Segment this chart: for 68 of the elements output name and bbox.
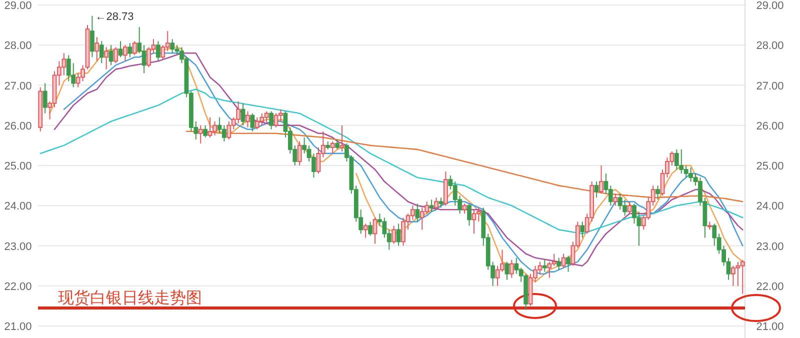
y-tick-label: 22.00 [4,280,32,293]
y2-tick-label: 26.00 [756,120,784,132]
candlestick [561,253,566,268]
y2-tick-label: 21.00 [756,321,784,333]
y-tick-label: 27.00 [4,80,32,92]
candlestick [42,82,48,114]
candlestick [368,221,372,236]
y-tick-label: 21.00 [4,321,32,333]
candlestick [108,44,114,66]
y2-tick-label: 23.00 [756,240,784,253]
candlestick [599,165,604,194]
candlestick [580,221,585,238]
candlestick [434,197,438,210]
candlestick [90,15,94,58]
candlestick [462,203,467,214]
y2-tick-label: 25.00 [756,160,784,172]
candlestick [340,124,344,152]
y-tick-label: 24.00 [4,200,32,213]
candlestick [335,138,340,150]
candlestick [250,112,255,132]
candlestick [627,201,632,214]
y2-tick-label: 29.00 [756,0,784,12]
candlestick [297,140,302,166]
candlestick [156,40,160,62]
candlestick [438,197,444,208]
candlestick [509,259,514,278]
candlestick [104,46,109,70]
candlestick [123,44,128,62]
candlestick [594,181,599,198]
candlestick [566,255,570,272]
candlestick [396,223,401,246]
y-tick-label: 23.00 [4,240,32,253]
candlestick [656,185,660,200]
candlestick [132,40,137,56]
candlestick [429,199,434,212]
candlestick [203,124,208,138]
y-tick-label: 25.00 [4,160,32,172]
candlestick [114,46,118,64]
y2-tick-label: 24.00 [756,200,784,213]
candlestick [542,259,547,272]
candlestick [222,124,226,142]
y-tick-label: 29.00 [4,0,32,12]
y-tick-label: 26.00 [4,120,32,132]
candlestick [372,217,378,244]
text: 现货白银日线走势图 [58,289,202,307]
annotation: ←28.73 [95,10,134,23]
candlestick [246,110,250,128]
candlestick [94,36,100,62]
candlestick [504,261,510,280]
candlestick [269,110,274,130]
candlestick [415,203,420,222]
candlestick [99,40,104,64]
candlestick [556,257,562,270]
y2-tick-label: 22.00 [756,280,784,293]
candlestick [613,193,618,206]
candlestick [128,42,132,58]
candlestick [363,223,368,238]
y2-tick-label: 28.00 [756,40,784,52]
candlestick [467,203,472,226]
y-tick-label: 28.00 [4,40,32,52]
candlestick [240,102,246,126]
candlestick [608,185,613,206]
candlestick [118,40,123,58]
candlestick [170,38,175,54]
candlestick [198,124,203,144]
y2-tick-label: 27.00 [756,80,784,92]
candlestick [330,140,335,154]
candlestick [392,225,396,244]
